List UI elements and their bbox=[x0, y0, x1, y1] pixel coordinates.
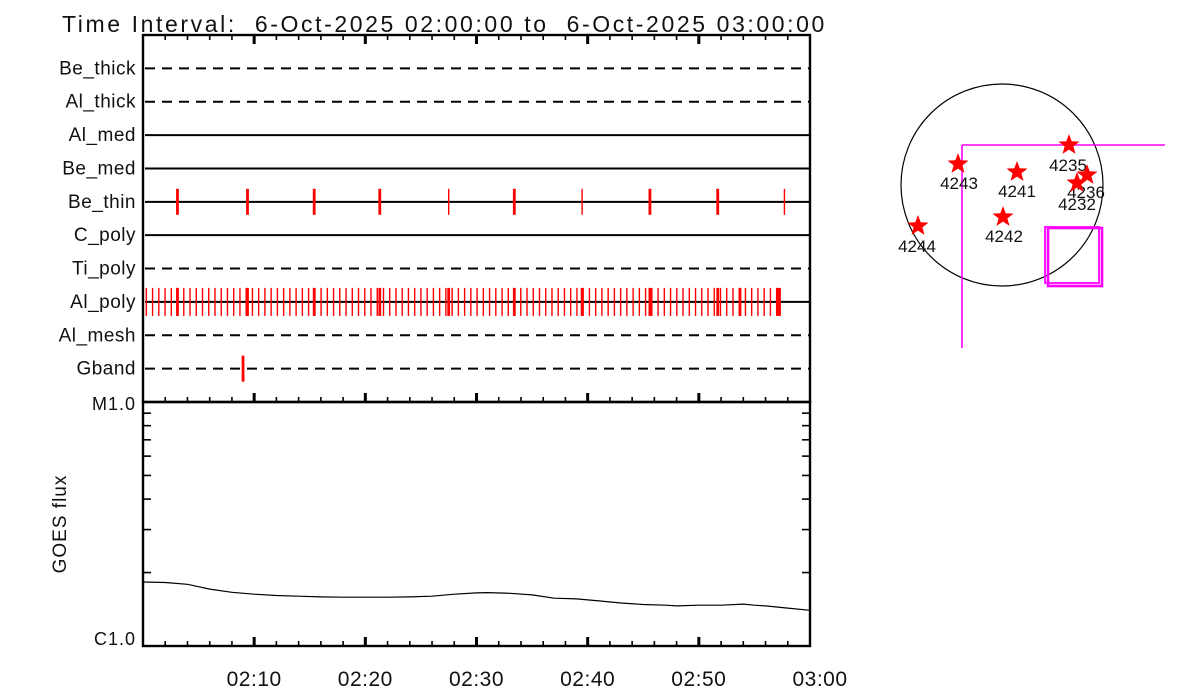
event-ticks-Be_thin bbox=[176, 188, 786, 215]
active-region-4232: 4232 bbox=[1058, 172, 1096, 214]
filter-label-Al_med: Al_med bbox=[69, 125, 136, 146]
active-region-star-icon bbox=[907, 215, 929, 235]
active-region-label: 4243 bbox=[940, 174, 978, 193]
filter-top-axis-ticks bbox=[164, 35, 789, 44]
active-region-star-icon bbox=[1066, 172, 1088, 192]
y-tick-label-c1: C1.0 bbox=[94, 629, 136, 649]
filter-row-Ti_poly: Ti_poly bbox=[72, 259, 809, 280]
filter-label-Gband: Gband bbox=[76, 359, 136, 380]
y-tick-label-m1: M1.0 bbox=[92, 394, 136, 414]
fov-box-2 bbox=[1046, 226, 1104, 288]
filter-label-Al_thick: Al_thick bbox=[65, 92, 136, 113]
filter-row-C_poly: C_poly bbox=[74, 225, 809, 246]
x-tick-label-02:10: 02:10 bbox=[227, 668, 282, 691]
active-region-star-icon bbox=[947, 153, 969, 173]
solar-limb-circle bbox=[900, 83, 1104, 287]
active-region-4243: 4243 bbox=[940, 153, 978, 193]
filter-row-Al_poly: Al_poly bbox=[70, 287, 809, 316]
fov-overlay bbox=[961, 144, 1165, 348]
filter-row-Be_thick: Be_thick bbox=[59, 58, 809, 79]
goes-panel-border bbox=[141, 400, 812, 648]
active-region-star-icon bbox=[1006, 161, 1028, 181]
active-region-star-icon bbox=[992, 206, 1014, 226]
filter-panel-border bbox=[141, 33, 812, 404]
active-region-label: 4244 bbox=[898, 237, 936, 256]
filter-label-Be_thin: Be_thin bbox=[68, 192, 136, 213]
filter-label-Be_med: Be_med bbox=[62, 158, 136, 179]
active-region-label: 4241 bbox=[998, 182, 1036, 201]
active-region-label: 4232 bbox=[1058, 195, 1096, 214]
filter-row-Al_med: Al_med bbox=[69, 125, 809, 146]
active-region-star-icon bbox=[1076, 164, 1098, 184]
filter-label-Al_poly: Al_poly bbox=[70, 292, 136, 313]
filter-label-Be_thick: Be_thick bbox=[59, 58, 136, 79]
active-region-4241: 4241 bbox=[998, 161, 1036, 201]
active-region-4244: 4244 bbox=[898, 215, 936, 256]
timeline-and-goes-plot: Be_thick Al_thick Al_med Be_med Be_thin C_pol… bbox=[50, 33, 847, 691]
filter-label-Al_mesh: Al_mesh bbox=[59, 325, 136, 346]
goes-flux-curve bbox=[142, 581, 811, 611]
filter-label-C_poly: C_poly bbox=[74, 225, 136, 246]
active-region-label: 4242 bbox=[985, 227, 1023, 246]
active-region-star-icon bbox=[1058, 134, 1080, 154]
x-tick-label-02:30: 02:30 bbox=[449, 668, 504, 691]
active-region-label: 4235 bbox=[1049, 156, 1087, 175]
shared-mid-axis-ticks bbox=[164, 393, 789, 402]
goes-bottom-axis-ticks bbox=[164, 637, 789, 646]
active-region-4235: 4235 bbox=[1049, 134, 1087, 175]
filter-row-Gband: Gband bbox=[76, 355, 809, 382]
event-ticks-Al_poly bbox=[145, 287, 781, 316]
x-tick-label-02:20: 02:20 bbox=[338, 668, 393, 691]
x-tick-label-02:50: 02:50 bbox=[671, 668, 726, 691]
filter-row-Al_mesh: Al_mesh bbox=[59, 325, 809, 346]
fov-box-1 bbox=[1044, 226, 1100, 284]
page-title: Time Interval: 6-Oct-2025 02:00:00 to 6-… bbox=[62, 11, 827, 37]
filter-row-Al_thick: Al_thick bbox=[65, 92, 809, 113]
filter-row-Be_med: Be_med bbox=[62, 158, 809, 179]
x-tick-label-02:40: 02:40 bbox=[560, 668, 615, 691]
goes-log-minor-ticks bbox=[143, 412, 810, 574]
filter-label-Ti_poly: Ti_poly bbox=[72, 259, 136, 280]
active-region-4242: 4242 bbox=[985, 206, 1023, 246]
x-tick-label-03:00: 03:00 bbox=[792, 668, 847, 691]
goes-y-axis-title: GOES flux bbox=[50, 475, 71, 574]
filter-row-Be_thin: Be_thin bbox=[68, 188, 809, 215]
